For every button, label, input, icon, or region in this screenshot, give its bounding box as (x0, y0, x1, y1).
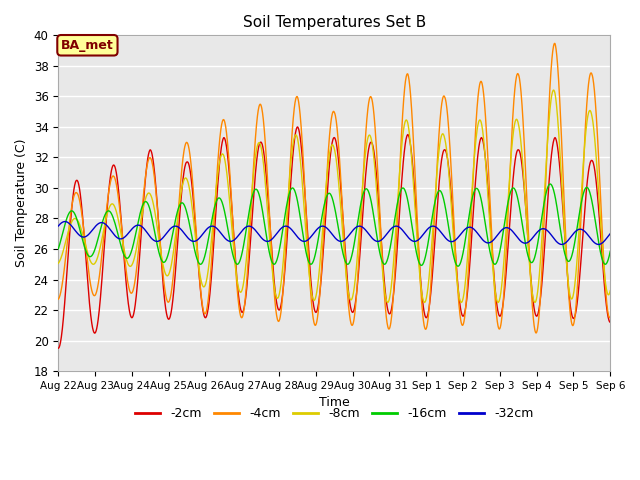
Text: BA_met: BA_met (61, 39, 114, 52)
Legend: -2cm, -4cm, -8cm, -16cm, -32cm: -2cm, -4cm, -8cm, -16cm, -32cm (130, 402, 538, 425)
Title: Soil Temperatures Set B: Soil Temperatures Set B (243, 15, 426, 30)
X-axis label: Time: Time (319, 396, 349, 409)
Y-axis label: Soil Temperature (C): Soil Temperature (C) (15, 139, 28, 267)
